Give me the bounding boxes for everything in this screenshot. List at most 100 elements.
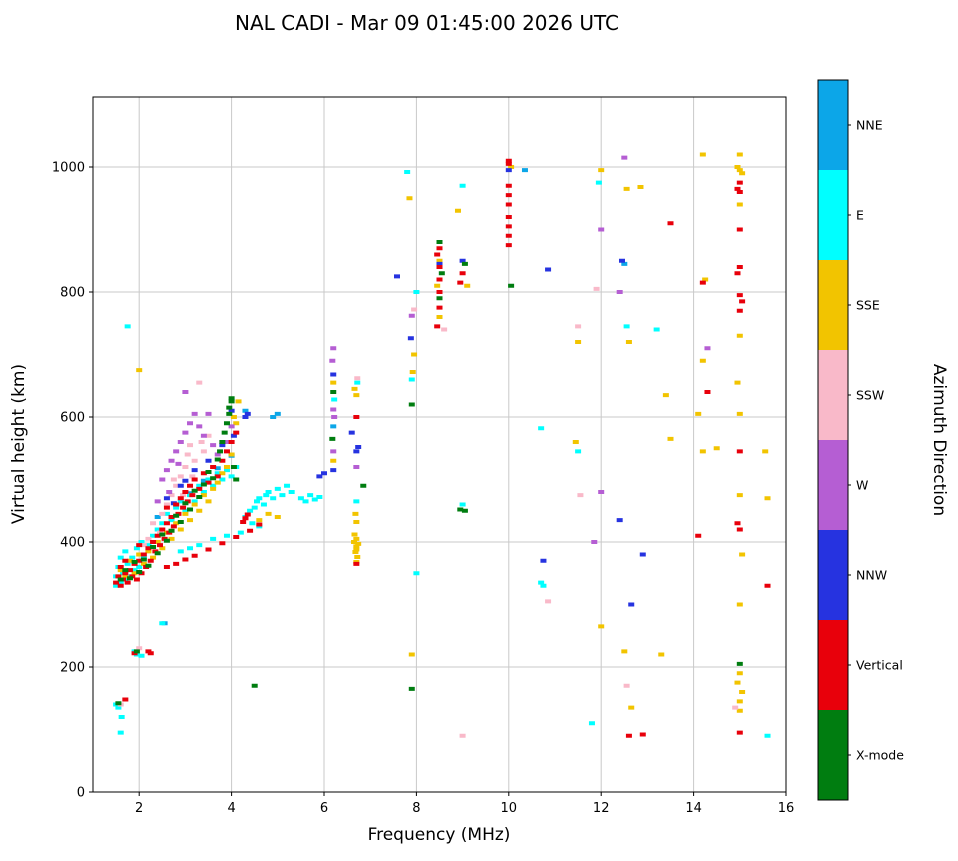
data-point — [739, 299, 746, 304]
data-point — [117, 730, 124, 735]
data-point — [702, 277, 709, 282]
data-point — [154, 533, 161, 538]
data-point — [736, 227, 743, 232]
data-point — [436, 296, 443, 301]
data-point — [505, 193, 512, 198]
data-point — [413, 290, 420, 294]
data-point — [150, 521, 157, 526]
data-point — [233, 535, 240, 539]
data-point — [117, 583, 124, 588]
data-point — [136, 368, 143, 373]
series-sse — [117, 152, 771, 713]
data-point — [436, 265, 443, 269]
data-point — [122, 697, 129, 702]
data-point — [205, 480, 212, 485]
colorbar-tick-label: SSE — [856, 298, 880, 313]
data-point — [625, 340, 632, 344]
data-point — [191, 411, 198, 416]
data-point — [457, 280, 464, 285]
data-point — [180, 505, 187, 510]
series-e — [113, 170, 771, 738]
data-point — [734, 186, 741, 191]
data-point — [436, 246, 443, 251]
data-point — [545, 599, 552, 604]
data-point — [237, 530, 244, 535]
data-point — [736, 293, 743, 298]
data-point — [187, 421, 194, 426]
data-point — [274, 515, 281, 519]
data-point — [138, 540, 145, 544]
data-point — [223, 421, 230, 426]
x-tick-label: 10 — [501, 801, 518, 816]
data-point — [265, 511, 272, 516]
data-point — [436, 240, 443, 244]
data-point — [129, 555, 136, 560]
data-point — [187, 443, 194, 448]
x-tick-label: 2 — [135, 801, 143, 816]
data-point — [145, 549, 152, 554]
data-point — [764, 733, 771, 738]
data-point — [330, 346, 337, 351]
data-point — [173, 505, 180, 510]
data-point — [408, 686, 415, 691]
data-point — [247, 508, 254, 513]
data-point — [168, 518, 175, 523]
data-point — [353, 449, 360, 454]
data-point — [150, 533, 157, 538]
data-point — [639, 732, 646, 737]
data-point — [182, 430, 189, 435]
data-point — [704, 346, 711, 351]
data-point — [124, 324, 131, 329]
chart-title: NAL CADI - Mar 09 01:45:00 2026 UTC — [235, 11, 619, 35]
data-point — [279, 493, 286, 498]
data-point — [159, 621, 166, 626]
data-point — [159, 532, 166, 537]
data-point — [219, 541, 226, 546]
data-point — [441, 327, 448, 332]
data-point — [173, 483, 180, 488]
data-point — [244, 411, 251, 416]
data-point — [205, 547, 212, 552]
data-point — [409, 370, 416, 374]
data-point — [136, 558, 143, 563]
series-ssw — [117, 286, 739, 738]
data-point — [616, 290, 623, 294]
x-tick-label: 8 — [412, 801, 420, 816]
data-point — [598, 624, 605, 629]
data-point — [736, 699, 743, 704]
y-tick-label: 600 — [60, 411, 85, 426]
series-vertical — [113, 158, 771, 738]
data-point — [154, 540, 161, 544]
data-point — [329, 436, 336, 441]
data-point — [219, 440, 226, 444]
data-point — [351, 532, 358, 537]
data-point — [667, 221, 674, 226]
data-point — [461, 508, 468, 513]
data-point — [353, 561, 360, 566]
data-point — [623, 324, 630, 329]
data-point — [330, 424, 337, 429]
data-point — [173, 502, 180, 507]
data-point — [133, 546, 140, 551]
x-tick-label: 12 — [593, 801, 610, 816]
scatter-points — [113, 152, 771, 738]
data-point — [575, 340, 582, 344]
data-point — [145, 536, 152, 541]
data-point — [115, 705, 122, 710]
data-point — [598, 227, 605, 232]
data-point — [122, 558, 129, 563]
data-point — [736, 730, 743, 735]
data-point — [170, 477, 177, 482]
data-point — [182, 501, 189, 506]
data-point — [214, 480, 221, 485]
data-point — [316, 474, 323, 479]
data-point — [205, 458, 212, 463]
data-point — [699, 280, 706, 285]
y-tick-label: 200 — [60, 661, 85, 676]
data-point — [115, 701, 122, 706]
data-point — [454, 208, 461, 213]
data-point — [256, 496, 263, 501]
data-point — [330, 407, 337, 412]
data-point — [140, 552, 147, 557]
